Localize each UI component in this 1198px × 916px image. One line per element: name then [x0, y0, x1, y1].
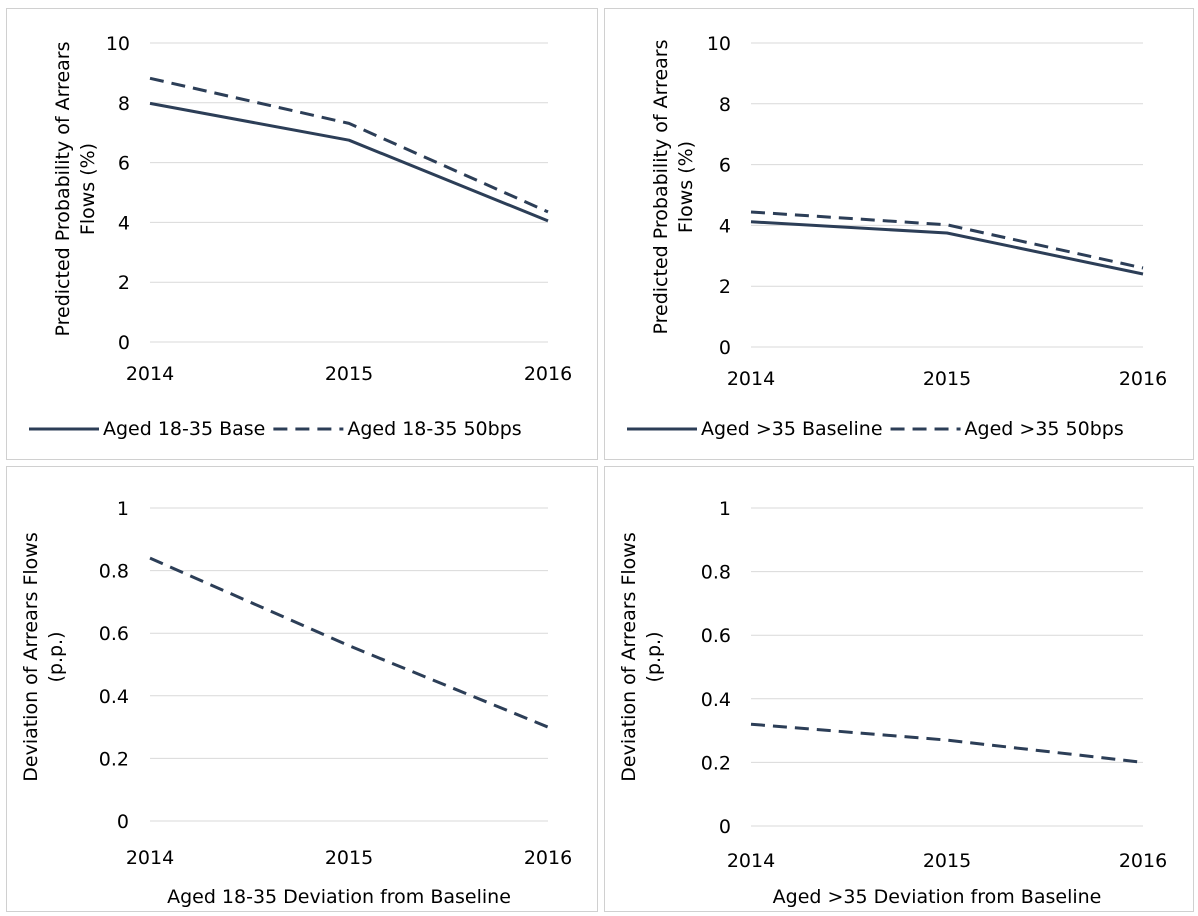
- legend-label: Aged >35 Baseline: [701, 418, 883, 440]
- series-line-dashed: [149, 76, 549, 214]
- x-tick-label: 2016: [524, 363, 572, 385]
- y-tick-label: 0: [118, 332, 130, 354]
- series-line-dashed: [149, 556, 549, 729]
- chart-panel-top-left: 0 2 4 6 8 10 2014 2015 2016 Predicted Probability…: [6, 8, 598, 460]
- y-tick-label: 2: [118, 272, 130, 294]
- y-tick-label: 0.6: [701, 625, 731, 647]
- y-tick-label: 10: [106, 33, 130, 55]
- y-tick-label: 0.4: [99, 686, 129, 708]
- y-tick-label: 6: [118, 153, 130, 175]
- series-line-dashed: [750, 722, 1144, 764]
- x-tick-label: 2016: [524, 847, 572, 869]
- y-tick-label: 0: [719, 816, 731, 838]
- legend-label: Aged 18-35 50bps: [347, 418, 521, 440]
- x-tick-label: 2016: [1119, 850, 1167, 872]
- chart-svg-top-right: 0 2 4 6 8 10 2014 2015 2016 Predicted Probability…: [627, 33, 1167, 440]
- y-tick-label: 0.2: [99, 748, 129, 770]
- x-axis-label: Aged >35 Deviation from Baseline: [773, 886, 1102, 908]
- x-tick-label: 2014: [126, 847, 174, 869]
- y-tick-label: 0.8: [99, 561, 129, 583]
- x-tick-label: 2015: [923, 368, 971, 390]
- series-line-solid: [149, 101, 549, 223]
- chart-svg-top-left: 0 2 4 6 8 10 2014 2015 2016 Predicted Probability…: [29, 33, 572, 440]
- y-tick-label: 0.2: [701, 752, 731, 774]
- y-tick-label: 0: [117, 811, 129, 833]
- y-axis-label: Deviation of Arrears Flows (p.p.): [618, 532, 665, 782]
- y-tick-label: 4: [719, 215, 731, 237]
- x-tick-label: 2014: [727, 368, 775, 390]
- chart-panel-top-right: 0 2 4 6 8 10 2014 2015 2016 Predicted Probability…: [604, 8, 1194, 460]
- y-axis-label: Predicted Probability of Arrears Flows (%…: [52, 42, 99, 337]
- x-tick-label: 2016: [1119, 368, 1167, 390]
- y-tick-label: 0.8: [701, 562, 731, 584]
- y-tick-label: 1: [719, 498, 731, 520]
- y-tick-label: 0: [719, 337, 731, 359]
- chart-panel-bottom-right: 0 0.2 0.4 0.6 0.8 1 2014 2015 2016 Deviation of A…: [604, 466, 1194, 912]
- legend-label: Aged 18-35 Base: [103, 418, 265, 440]
- y-tick-label: 6: [719, 155, 731, 177]
- y-tick-label: 8: [719, 94, 731, 116]
- legend-label: Aged >35 50bps: [965, 418, 1124, 440]
- legend: Aged >35 Baseline Aged >35 50bps: [627, 418, 1124, 440]
- series-line-solid: [750, 220, 1144, 276]
- chart-svg-bottom-left: 0 0.2 0.4 0.6 0.8 1 2014 2015 2016 Deviation of A…: [20, 498, 572, 908]
- y-tick-label: 0.6: [99, 623, 129, 645]
- x-tick-label: 2015: [325, 847, 373, 869]
- y-tick-label: 4: [118, 212, 130, 234]
- series-line-dashed: [750, 210, 1144, 270]
- y-tick-label: 0.4: [701, 689, 731, 711]
- y-axis-label: Deviation of Arrears Flows (p.p.): [20, 532, 67, 782]
- chart-panel-bottom-left: 0 0.2 0.4 0.6 0.8 1 2014 2015 2016 Deviation of A…: [6, 466, 598, 912]
- y-tick-label: 1: [117, 498, 129, 520]
- y-axis-label: Predicted Probability of Arrears Flows (%…: [650, 40, 697, 335]
- y-tick-label: 2: [719, 276, 731, 298]
- legend: Aged 18-35 Base Aged 18-35 50bps: [29, 418, 522, 440]
- x-tick-label: 2015: [325, 363, 373, 385]
- x-tick-label: 2014: [727, 850, 775, 872]
- x-axis-label: Aged 18-35 Deviation from Baseline: [167, 886, 511, 908]
- x-tick-label: 2014: [126, 363, 174, 385]
- y-tick-label: 10: [707, 33, 731, 55]
- x-tick-label: 2015: [923, 850, 971, 872]
- y-tick-label: 8: [118, 93, 130, 115]
- chart-svg-bottom-right: 0 0.2 0.4 0.6 0.8 1 2014 2015 2016 Deviation of A…: [618, 498, 1167, 908]
